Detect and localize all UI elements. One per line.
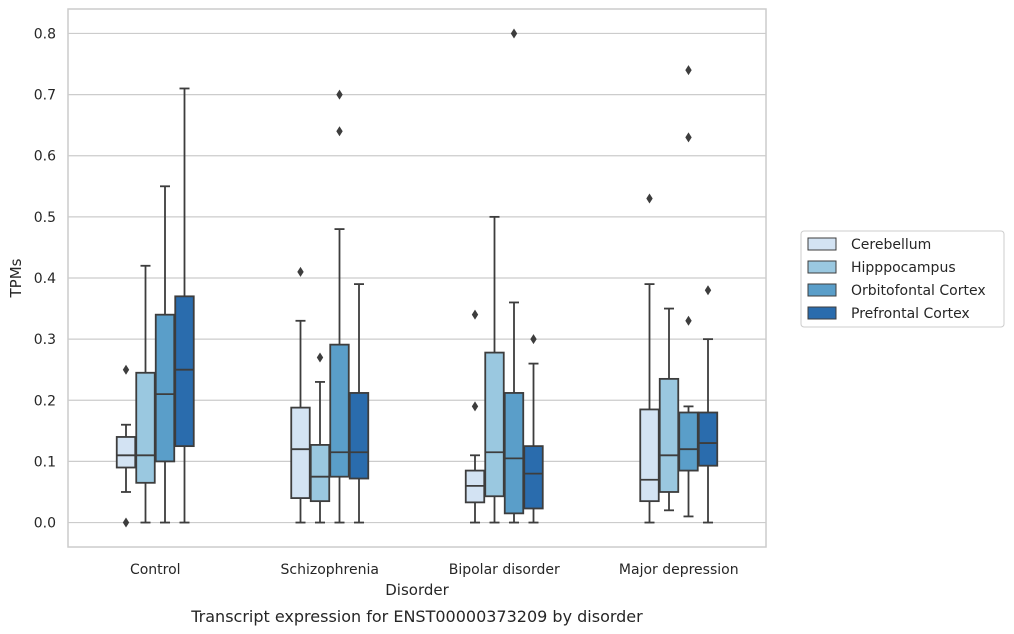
y-axis-ticks: 0.0 0.1 0.2 0.3 0.4 0.5 0.6 0.7 0.8 xyxy=(34,26,56,531)
box-hipppocampus-major-depression xyxy=(658,307,680,512)
legend-swatch xyxy=(807,306,837,320)
box-body xyxy=(309,444,331,503)
y-tick-label: 0.0 xyxy=(34,516,56,532)
chart-caption: Transcript expression for ENST0000037320… xyxy=(190,607,643,626)
legend-frame xyxy=(800,230,1005,328)
outlier-point xyxy=(471,309,479,320)
y-tick-label: 0.4 xyxy=(34,271,56,287)
box-body xyxy=(174,295,195,448)
boxes xyxy=(115,28,719,528)
box-cerebellum-control xyxy=(115,364,137,528)
y-tick-label: 0.3 xyxy=(34,332,56,348)
box-body xyxy=(329,343,350,478)
outlier-point xyxy=(685,132,692,143)
box-orbitofontal-cortex-bipolar-disorder xyxy=(503,28,525,524)
box-hipppocampus-bipolar-disorder xyxy=(484,215,505,524)
outlier-point xyxy=(704,285,712,296)
box-body xyxy=(348,392,370,480)
box-prefrontal-cortex-bipolar-disorder xyxy=(523,334,544,524)
y-tick-label: 0.6 xyxy=(34,149,56,165)
box-body xyxy=(639,408,660,503)
outlier-point xyxy=(336,126,343,137)
y-tick-label: 0.2 xyxy=(34,393,56,409)
x-axis-ticks: Control Schizophrenia Bipolar disorder Majo… xyxy=(130,562,739,578)
legend-label: Prefrontal Cortex xyxy=(851,306,970,322)
box-orbitofontal-cortex-schizophrenia xyxy=(329,89,350,524)
box-orbitofontal-cortex-control xyxy=(154,185,176,524)
y-tick-label: 0.1 xyxy=(34,454,56,470)
box-orbitofontal-cortex-major-depression xyxy=(678,65,699,518)
outlier-point xyxy=(530,334,537,345)
box-body xyxy=(658,377,680,493)
box-prefrontal-cortex-major-depression xyxy=(697,285,719,524)
outlier-point xyxy=(122,517,130,528)
y-axis-label: TPMs xyxy=(7,258,25,298)
box-body xyxy=(484,351,505,498)
x-tick-label: Major depression xyxy=(619,562,739,578)
box-body xyxy=(290,406,311,499)
y-tick-label: 0.7 xyxy=(34,88,56,104)
legend-swatch xyxy=(807,237,837,251)
box-body xyxy=(523,445,544,510)
outlier-point xyxy=(685,315,692,326)
legend-swatch xyxy=(807,260,837,274)
legend-label: Orbitofontal Cortex xyxy=(851,283,986,299)
outlier-point xyxy=(510,28,518,39)
y-tick-label: 0.5 xyxy=(34,210,56,226)
outlier-point xyxy=(685,65,692,76)
outlier-point xyxy=(336,89,343,100)
box-body xyxy=(697,411,719,467)
y-tick-label: 0.8 xyxy=(34,26,56,42)
x-axis-label: Disorder xyxy=(385,581,449,599)
legend-label: Hipppocampus xyxy=(851,260,956,276)
box-body xyxy=(503,392,525,515)
outlier-point xyxy=(297,266,304,277)
box-cerebellum-major-depression xyxy=(639,193,660,524)
outlier-point xyxy=(471,401,479,412)
legend: Cerebellum Hipppocampus Orbitofontal Corte… xyxy=(800,230,1005,328)
box-cerebellum-bipolar-disorder xyxy=(464,309,486,524)
x-tick-label: Bipolar disorder xyxy=(449,562,560,578)
box-prefrontal-cortex-schizophrenia xyxy=(348,283,370,524)
box-cerebellum-schizophrenia xyxy=(290,266,311,524)
box-prefrontal-cortex-control xyxy=(174,87,195,524)
box-body xyxy=(154,313,176,463)
box-body xyxy=(678,411,699,472)
x-tick-label: Control xyxy=(130,562,181,578)
box-hipppocampus-schizophrenia xyxy=(309,352,331,524)
legend-swatch xyxy=(807,283,837,297)
box-body xyxy=(115,436,137,469)
plot-frame xyxy=(67,8,767,548)
outlier-point xyxy=(122,364,130,375)
box-body xyxy=(135,371,156,484)
box-hipppocampus-control xyxy=(135,264,156,524)
x-tick-label: Schizophrenia xyxy=(281,562,379,578)
outlier-point xyxy=(316,352,324,363)
outlier-point xyxy=(646,193,653,204)
legend-label: Cerebellum xyxy=(851,237,931,253)
